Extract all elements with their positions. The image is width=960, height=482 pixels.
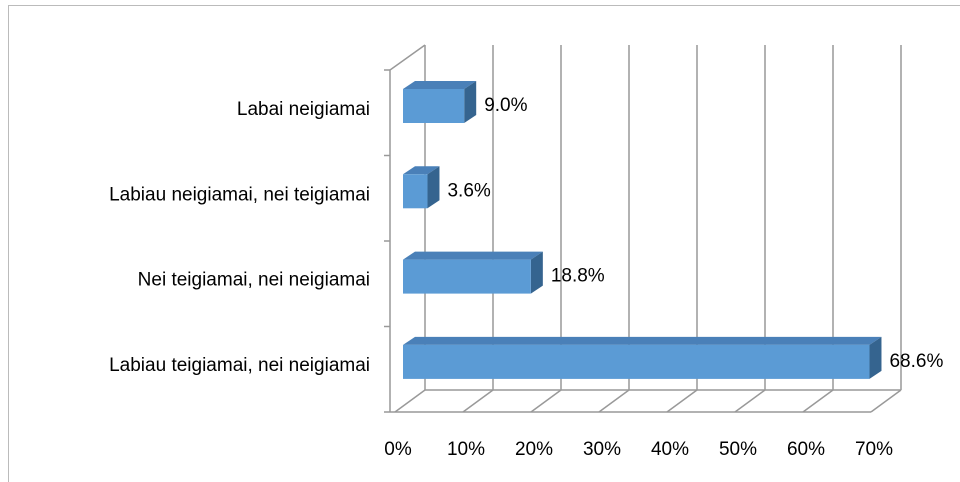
bar — [403, 259, 531, 294]
y-tick-label: Nei teigiamai, nei neigiamai — [138, 270, 370, 291]
value-label: 3.6% — [447, 180, 490, 201]
bar — [403, 344, 870, 379]
bar-side — [464, 81, 477, 123]
x-tick-label: 20% — [515, 439, 553, 460]
bar-side — [869, 336, 882, 379]
floor-grid-line — [734, 389, 766, 413]
bar-top — [403, 251, 543, 260]
x-tick-label: 40% — [651, 439, 689, 460]
floor-grid-line — [462, 389, 494, 413]
floor-grid-line — [530, 389, 562, 413]
bar-top — [403, 81, 477, 89]
chart-border — [8, 5, 960, 482]
x-tick-label: 10% — [447, 439, 485, 460]
value-label: 68.6% — [889, 351, 943, 372]
bar — [403, 174, 428, 209]
floor-grid-line — [666, 389, 698, 413]
bar-top — [403, 166, 440, 175]
value-label: 9.0% — [484, 95, 527, 116]
x-tick-label: 0% — [384, 439, 412, 460]
floor-grid-line — [870, 389, 902, 413]
bar — [403, 89, 465, 123]
floor-grid-line — [598, 389, 630, 413]
bar-top — [403, 336, 882, 345]
x-tick-label: 60% — [787, 439, 825, 460]
x-tick-label: 50% — [719, 439, 757, 460]
bar-side — [530, 251, 543, 294]
value-label: 18.8% — [551, 266, 605, 287]
x-tick-label: 70% — [855, 439, 893, 460]
y-tick-label: Labiau neigiamai, nei teigiamai — [109, 184, 370, 205]
floor-grid-line — [394, 389, 426, 413]
y-tick-label: Labiau teigiamai, nei neigiamai — [109, 355, 370, 376]
x-tick-label: 30% — [583, 439, 621, 460]
floor-grid-line — [802, 389, 834, 413]
y-tick-label: Labai neigiamai — [237, 99, 370, 120]
bar-side — [427, 166, 440, 209]
